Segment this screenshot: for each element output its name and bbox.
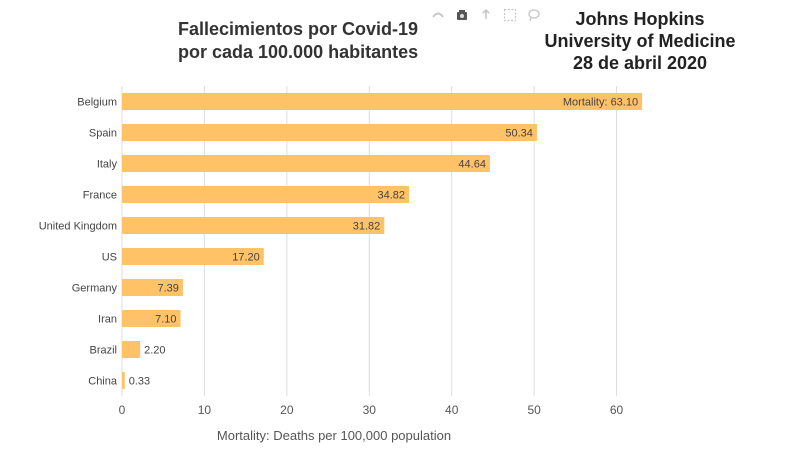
bar <box>122 310 181 327</box>
x-tick-label: 0 <box>119 403 126 417</box>
y-tick-label: France <box>83 190 117 202</box>
x-tick-label: 50 <box>527 403 541 417</box>
data-label: 7.10 <box>155 314 176 326</box>
chart-title: Fallecimientos por Covid-19 por cada 100… <box>178 18 438 64</box>
y-tick-label: US <box>102 252 117 264</box>
data-label: 34.82 <box>377 190 405 202</box>
data-label: 2.20 <box>144 345 165 357</box>
annotation-line-2: University of Medicine <box>544 31 736 51</box>
y-tick-label: Spain <box>89 128 117 140</box>
bar <box>122 341 141 358</box>
x-tick-label: 20 <box>280 403 294 417</box>
camera-icon[interactable] <box>454 7 470 23</box>
y-tick-label: Iran <box>98 314 117 326</box>
bar <box>122 217 385 234</box>
annotation-line-3: 28 de abril 2020 <box>572 53 708 73</box>
bar <box>122 372 125 389</box>
x-axis-label: Mortality: Deaths per 100,000 population <box>217 428 451 443</box>
data-label: 0.33 <box>129 376 150 388</box>
y-tick-label: Germany <box>72 283 118 295</box>
bar <box>122 248 264 265</box>
bar <box>122 93 643 110</box>
data-label: 17.20 <box>232 252 260 264</box>
x-tick-label: 60 <box>610 403 624 417</box>
x-tick-label: 40 <box>445 403 459 417</box>
data-label: Mortality: 63.10 <box>563 97 638 109</box>
zoom-icon[interactable] <box>430 7 446 23</box>
annotation-line-1: Johns Hopkins <box>575 9 705 29</box>
bar <box>122 186 410 203</box>
y-tick-label: China <box>88 376 118 388</box>
chart-title-line-2: por cada 100.000 habitantes <box>178 42 419 62</box>
bar <box>122 279 183 296</box>
x-tick-label: 10 <box>198 403 212 417</box>
lasso-icon[interactable] <box>526 7 542 23</box>
y-tick-label: Brazil <box>89 345 117 357</box>
bar <box>122 155 490 172</box>
chart-title-line-1: Fallecimientos por Covid-19 <box>178 19 419 39</box>
bar <box>122 124 537 141</box>
y-tick-label: Italy <box>97 159 118 171</box>
chart-toolbar <box>430 6 542 24</box>
upload-icon[interactable] <box>478 7 494 23</box>
source-annotation: Johns Hopkins University of Medicine 28 … <box>535 8 745 74</box>
data-label: 44.64 <box>458 159 486 171</box>
data-label: 7.39 <box>157 283 178 295</box>
select-box-icon[interactable] <box>502 7 518 23</box>
y-tick-label: United Kingdom <box>39 221 117 233</box>
y-tick-label: Belgium <box>77 97 117 109</box>
data-label: 50.34 <box>505 128 533 140</box>
data-label: 31.82 <box>353 221 381 233</box>
x-tick-label: 30 <box>363 403 377 417</box>
